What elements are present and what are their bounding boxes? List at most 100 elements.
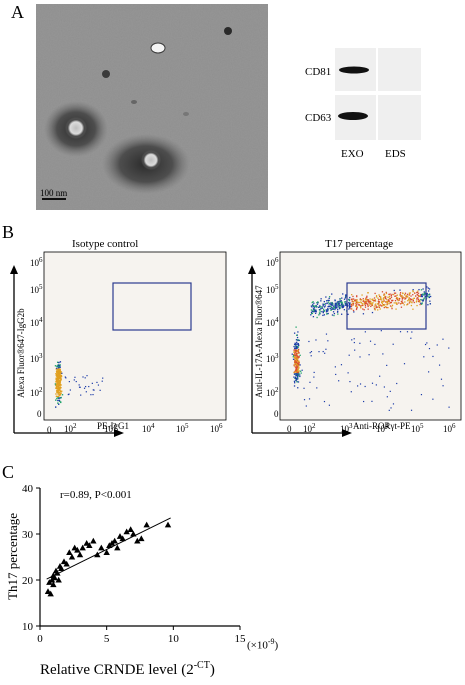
flow-event [356, 299, 358, 301]
flow-event [410, 301, 412, 303]
flow-event [294, 345, 297, 347]
flow-event [426, 295, 428, 297]
flow-event [295, 326, 297, 328]
flow-event [316, 305, 318, 308]
flow-event [297, 357, 300, 359]
flow-left-xtick-0: 0 [47, 425, 52, 435]
flow-event [313, 309, 315, 311]
flow-event [57, 386, 59, 388]
flow-event [383, 299, 385, 301]
flow-right-ytick-0: 0 [274, 409, 279, 419]
flow-left-ytick-0: 0 [37, 409, 42, 419]
flow-event [291, 353, 293, 355]
flow-event [345, 304, 347, 306]
flow-event [348, 298, 350, 301]
flow-event [321, 307, 323, 309]
flow-event [335, 305, 337, 307]
data-point [74, 546, 81, 553]
flow-event [401, 299, 404, 301]
flow-event [373, 308, 376, 310]
flow-event [59, 373, 61, 375]
flow-event [369, 303, 372, 305]
flow-event [86, 375, 88, 377]
flow-event [396, 302, 398, 304]
flow-event [319, 305, 321, 307]
flow-event [320, 300, 322, 302]
flow-event [293, 349, 295, 351]
flow-event [341, 313, 343, 315]
flow-event [359, 342, 361, 344]
flow-event [58, 382, 61, 385]
flow-event [320, 298, 322, 300]
flow-event [341, 305, 344, 308]
flow-event [295, 377, 297, 380]
flow-event [57, 399, 59, 402]
scatter-ylabel: Th17 percentage [5, 513, 20, 600]
flow-event [396, 294, 398, 296]
flow-event [402, 302, 404, 304]
flow-event [406, 304, 408, 306]
flow-event [341, 297, 343, 299]
flow-event [372, 302, 374, 304]
flow-event [58, 399, 61, 402]
flow-event [347, 304, 349, 306]
band-cd81-exo [339, 66, 369, 74]
scale-bar-label: 100 nm [40, 188, 68, 198]
flow-event [429, 300, 431, 302]
flow-event [313, 302, 315, 304]
flow-event [359, 298, 361, 301]
flow-event [337, 313, 339, 315]
flow-event [380, 297, 382, 300]
flow-event [310, 314, 312, 316]
flow-event [341, 301, 343, 303]
flow-event [328, 404, 330, 406]
flow-event [418, 295, 421, 297]
flow-event [296, 381, 298, 383]
flow-event [57, 375, 60, 378]
flow-event [364, 298, 367, 301]
flow-event [348, 299, 351, 302]
flow-event [296, 363, 299, 365]
flow-event [58, 388, 60, 391]
flow-event [338, 302, 340, 305]
flow-event [379, 375, 381, 377]
flow-event [401, 302, 403, 304]
flow-event [411, 331, 413, 333]
flow-event [310, 311, 313, 314]
flow-event [365, 302, 367, 305]
flow-event [298, 370, 301, 372]
flow-event [359, 356, 361, 358]
flow-event [338, 380, 340, 382]
flow-event [57, 395, 60, 398]
flow-event [392, 299, 394, 302]
flow-event [295, 370, 298, 373]
flow-event [57, 370, 60, 372]
flow-event [421, 302, 423, 304]
flow-event [355, 302, 357, 305]
flow-event [400, 295, 402, 297]
flow-event [426, 293, 428, 295]
flow-event [295, 380, 297, 382]
flow-event [293, 332, 296, 334]
flow-event [326, 313, 329, 315]
flow-event [379, 308, 381, 310]
flow-event [370, 301, 372, 303]
flow-event [312, 316, 315, 318]
flow-event [412, 290, 414, 293]
flow-event [377, 303, 379, 305]
flow-event [395, 297, 398, 300]
flow-event [327, 306, 329, 308]
flow-event [363, 299, 365, 302]
flow-event [299, 354, 301, 356]
flow-event [386, 304, 388, 306]
flow-event [334, 299, 336, 302]
flow-event [334, 302, 336, 305]
flow-event [422, 288, 424, 290]
flow-event [311, 310, 314, 312]
flow-event [331, 314, 334, 316]
flow-event [329, 302, 332, 304]
flow-right-ytick-4: 104 [266, 316, 279, 328]
data-point [58, 565, 65, 572]
flow-event [424, 292, 426, 294]
flow-event [368, 304, 370, 306]
